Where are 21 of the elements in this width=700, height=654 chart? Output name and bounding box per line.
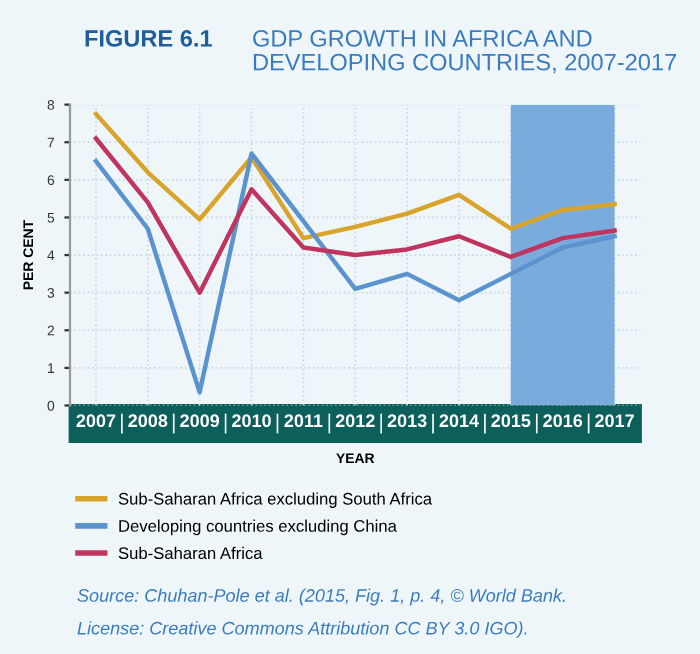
line-series (93, 151, 617, 395)
text: License: Creative Commons Attribution CC BY 3.0 IGO). (77, 621, 527, 639)
x-tick-label: 2009 (180, 414, 220, 428)
x-tick-label: 2015 (491, 414, 531, 428)
x-tick-label: 2008 (128, 414, 168, 428)
x-tick-label: 2012 (335, 414, 375, 428)
x-tick-label: 2016 (543, 414, 583, 428)
chart-subtitle: GDP GROWTH IN AFRICA AND DEVELOPING COUNTRIES, 2007-2017 (253, 30, 676, 74)
x-tick-label: 2017 (595, 414, 634, 428)
x-tick-label: 2007 (76, 414, 116, 428)
x-tick-label: 2011 (284, 414, 323, 428)
legend-label: Sub-Saharan Africa (118, 546, 263, 560)
line-series (93, 136, 617, 295)
legend-label: Sub-Saharan Africa excluding South Africa (118, 492, 433, 508)
x-tick-label: 2010 (232, 414, 271, 428)
line-series (93, 111, 617, 241)
x-tick-label: 2014 (439, 414, 479, 428)
chart-title: FIGURE 6.1 (85, 30, 212, 47)
legend-label: Developing countries excluding China (119, 519, 397, 536)
x-tick-label: 2013 (387, 414, 427, 428)
source-note: Source: Chuhan-Pole et al. (2015, Fig. 1, p. 4, © World Bank. (77, 588, 565, 606)
